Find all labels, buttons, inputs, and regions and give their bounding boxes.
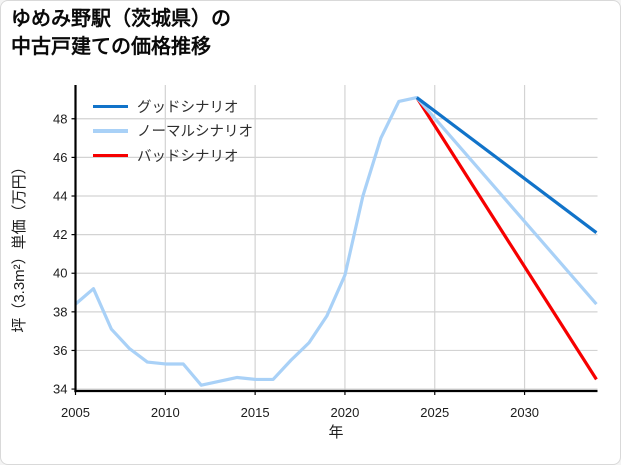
x-tick-label-2010: 2010 — [151, 405, 180, 420]
x-tick-label-2025: 2025 — [420, 405, 449, 420]
x-axis-label: 年 — [328, 424, 344, 441]
chart-title-line2: 中古戸建ての価格推移 — [11, 36, 211, 58]
chart-legend: グッドシナリオ ノーマルシナリオ バッドシナリオ — [93, 94, 253, 168]
x-tick-label-2030: 2030 — [510, 405, 539, 420]
series-line-good — [415, 96, 598, 234]
legend-label-normal: ノーマルシナリオ — [137, 124, 253, 141]
legend-swatch-bad — [93, 153, 128, 157]
x-tick-label-2015: 2015 — [241, 405, 270, 420]
series-line-normal — [74, 95, 598, 387]
y-tick-label-42: 42 — [53, 227, 67, 242]
legend-label-bad: バッドシナリオ — [137, 148, 239, 165]
legend-swatch-good — [93, 104, 128, 108]
y-tick-label-48: 48 — [53, 111, 67, 126]
legend-label-good: グッドシナリオ — [137, 99, 239, 116]
x-tick-label-2020: 2020 — [330, 405, 359, 420]
y-tick-label-34: 34 — [53, 382, 67, 397]
legend-item-bad: バッドシナリオ — [93, 143, 253, 168]
y-tick-label-38: 38 — [53, 304, 67, 319]
series-line-bad — [415, 96, 598, 381]
y-tick-label-46: 46 — [53, 150, 67, 165]
chart-title-line1: ゆめみ野駅（茨城県）の — [11, 8, 231, 30]
x-tick-label-2005: 2005 — [61, 405, 90, 420]
legend-swatch-normal — [93, 129, 128, 133]
chart-title: ゆめみ野駅（茨城県）の 中古戸建ての価格推移 — [11, 5, 231, 61]
y-axis-label: 坪（3.3m²）単価（万円） — [11, 159, 28, 333]
y-tick-label-40: 40 — [53, 266, 67, 281]
legend-item-normal: ノーマルシナリオ — [93, 119, 253, 144]
y-tick-label-36: 36 — [53, 343, 67, 358]
legend-item-good: グッドシナリオ — [93, 94, 253, 119]
y-tick-label-44: 44 — [53, 189, 67, 204]
